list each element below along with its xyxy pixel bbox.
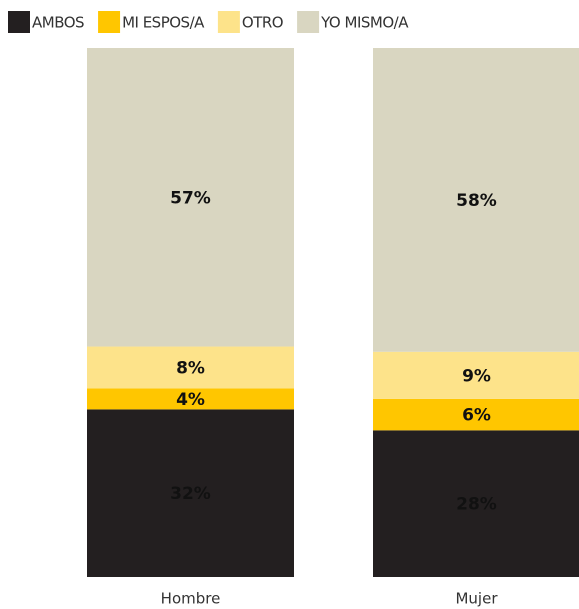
legend-swatch: [297, 11, 320, 33]
bar-segment: [373, 351, 579, 399]
data-label: 6%: [462, 406, 491, 426]
data-label: 57%: [170, 188, 211, 208]
bar-segment: [87, 346, 294, 389]
legend-swatch: [217, 11, 240, 33]
legend-swatch: [8, 11, 30, 33]
legend-swatch: [98, 11, 121, 33]
bar-segment: [87, 388, 294, 410]
legend-label: YO MISMO/A: [320, 14, 409, 32]
legend-label: MI ESPOS/A: [122, 14, 205, 32]
data-label: 28%: [456, 495, 497, 515]
x-tick-label: Mujer: [455, 590, 498, 608]
legend-label: OTRO: [242, 14, 283, 32]
data-label: 32%: [170, 484, 211, 504]
data-label: 4%: [176, 390, 205, 410]
bar-segment: [373, 48, 579, 352]
data-label: 8%: [176, 358, 205, 378]
data-label: 9%: [462, 366, 491, 386]
data-label: 58%: [456, 191, 497, 211]
x-tick-label: Hombre: [161, 590, 221, 608]
bar-segment: [87, 48, 294, 347]
bar-segment: [373, 430, 579, 577]
legend-label: AMBOS: [32, 14, 84, 32]
bar-segment: [87, 409, 294, 577]
bar-segment: [373, 398, 579, 431]
